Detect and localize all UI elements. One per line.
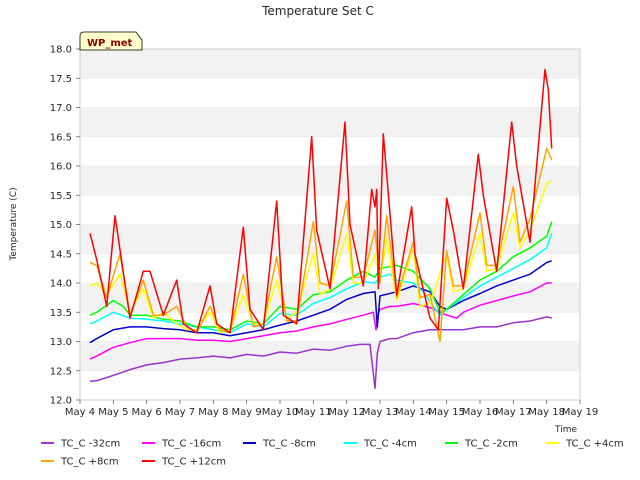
grid-band (80, 78, 580, 108)
y-tick-label: 13.0 (50, 337, 72, 348)
y-tick-label: 16.5 (50, 132, 72, 143)
series-layer (89, 68, 553, 390)
x-tick-label: May 6 (132, 407, 162, 418)
legend-item: TC_C -32cm (41, 439, 120, 450)
series-line-tc-c-12cm (89, 68, 553, 334)
legend-label: TC_C -16cm (161, 439, 221, 450)
x-tick-label: May 13 (362, 407, 399, 418)
grid-band (80, 341, 580, 371)
grid-band (80, 107, 580, 137)
legend-item: TC_C -8cm (243, 439, 316, 450)
series-line-tc-c-16cm (89, 282, 552, 360)
x-tick-label: May 10 (262, 407, 299, 418)
legend-item: TC_C -2cm (445, 439, 518, 450)
y-axis-title: Temperature (C) (9, 187, 19, 261)
y-tick-label: 15.0 (50, 220, 72, 231)
x-tick-label: May 4 (65, 407, 95, 418)
series-line-tc-c-32cm (89, 316, 552, 390)
y-tick-label: 12.5 (50, 366, 72, 377)
legend-label: TC_C -32cm (60, 439, 120, 450)
x-axis: May 4 May 5 May 6 May 7 May 8 May 9 May 10May … (65, 400, 598, 418)
legend-item: TC_C +4cm (546, 439, 624, 450)
x-tick-label: May 19 (562, 407, 599, 418)
legend-item: TC_C -4cm (344, 439, 417, 450)
site-badge: WP_met (79, 31, 143, 51)
series-line-tc-c-8cm (89, 260, 552, 344)
x-tick-label: May 16 (462, 407, 499, 418)
legend-label: TC_C -8cm (262, 439, 316, 450)
y-tick-label: 12.0 (50, 396, 72, 407)
y-tick-label: 15.5 (50, 191, 72, 202)
site-badge-label: WP_met (87, 38, 133, 49)
x-tick-label: May 12 (328, 407, 365, 418)
legend-label: TC_C -4cm (363, 439, 417, 450)
x-tick-label: May 11 (295, 407, 332, 418)
legend-label: TC_C +4cm (565, 439, 624, 450)
y-tick-label: 16.0 (50, 162, 72, 173)
y-tick-label: 17.5 (50, 74, 72, 85)
x-tick-label: May 7 (165, 407, 195, 418)
background-bands (80, 48, 580, 401)
grid-band (80, 224, 580, 254)
x-tick-label: May 9 (232, 407, 262, 418)
legend: TC_C -32cm TC_C -16cm TC_C -8cm TC_C -4cm TC… (41, 439, 624, 468)
x-tick-label: May 14 (395, 407, 432, 418)
grid-band (80, 370, 580, 400)
x-axis-title: Time (554, 425, 577, 435)
chart-title: Temperature Set C (261, 4, 374, 18)
grid-band (80, 166, 580, 196)
legend-label: TC_C -2cm (464, 439, 518, 450)
y-tick-label: 14.5 (50, 249, 72, 260)
x-tick-label: May 5 (98, 407, 128, 418)
y-tick-label: 17.0 (50, 103, 72, 114)
x-tick-label: May 15 (428, 407, 465, 418)
y-tick-label: 13.5 (50, 308, 72, 319)
grid-band (80, 49, 580, 79)
grid-band (80, 195, 580, 225)
x-tick-label: May 18 (528, 407, 565, 418)
y-tick-label: 14.0 (50, 279, 72, 290)
y-tick-label: 18.0 (50, 45, 72, 56)
y-axis: 12.0 12.5 13.0 13.5 14.0 14.5 15.0 15.5 16.0 16.5… (50, 45, 80, 407)
legend-item: TC_C -16cm (142, 439, 221, 450)
x-tick-label: May 17 (495, 407, 532, 418)
grid-band (80, 253, 580, 283)
grid-band (80, 136, 580, 166)
x-tick-label: May 8 (198, 407, 228, 418)
legend-label: TC_C +8cm (60, 457, 119, 468)
legend-label: TC_C +12cm (161, 457, 226, 468)
series-line-tc-c-4cm (89, 233, 553, 334)
legend-item: TC_C +8cm (41, 457, 119, 468)
legend-item: TC_C +12cm (142, 457, 226, 468)
